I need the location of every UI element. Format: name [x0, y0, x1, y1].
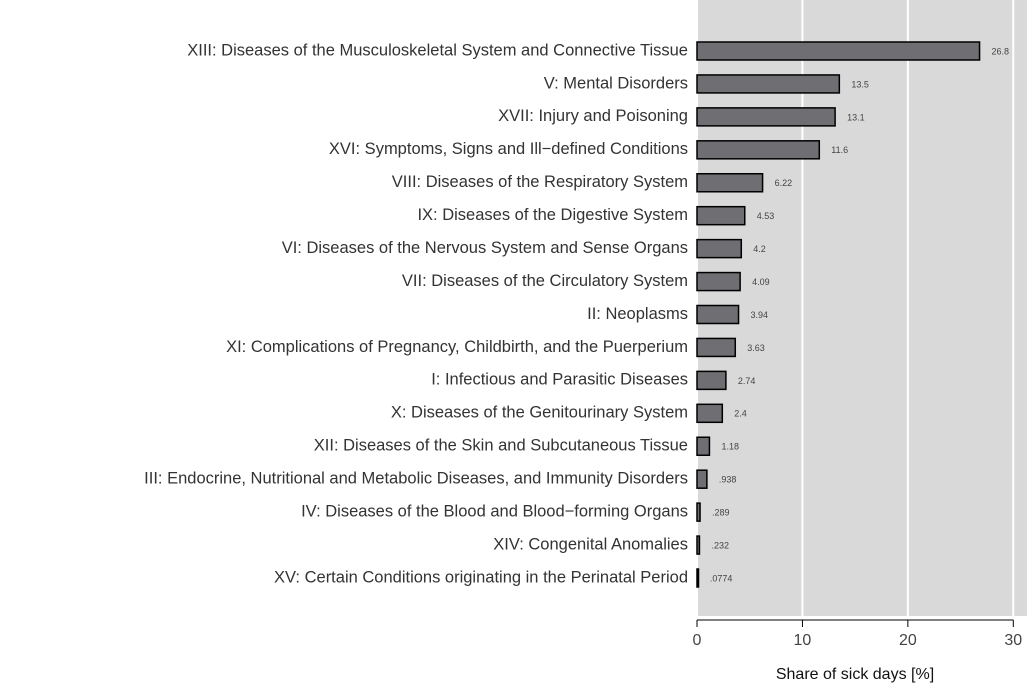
bar [696, 502, 701, 522]
y-tick-label: XVI: Symptoms, Signs and Ill−defined Con… [329, 140, 688, 158]
value-label: 4.53 [757, 211, 775, 221]
value-label: 6.22 [775, 178, 793, 188]
y-tick-label: VII: Diseases of the Circulatory System [402, 272, 688, 290]
bar [696, 403, 724, 424]
value-label: .938 [719, 475, 737, 485]
bar [696, 74, 841, 94]
x-tick-label: 20 [899, 632, 917, 649]
x-tick-label: 10 [794, 632, 812, 649]
y-tick-label: XI: Complications of Pregnancy, Childbir… [226, 338, 688, 356]
value-label: 3.94 [751, 310, 769, 320]
bar [696, 41, 981, 61]
y-tick-label: V: Mental Disorders [544, 74, 688, 92]
value-label: 4.09 [752, 277, 770, 287]
bar [696, 469, 708, 489]
value-label: 4.2 [753, 244, 766, 254]
y-tick-label: XV: Certain Conditions originating in th… [274, 568, 688, 586]
x-axis-title: Share of sick days [%] [776, 666, 934, 683]
bar [696, 205, 746, 226]
value-label: 26.8 [992, 46, 1010, 56]
value-label: .0774 [710, 573, 733, 583]
y-tick-label: XVII: Injury and Poisoning [498, 107, 688, 125]
y-tick-label: X: Diseases of the Genitourinary System [391, 404, 688, 422]
bar [696, 304, 740, 325]
y-tick-label: XII: Diseases of the Skin and Subcutaneo… [314, 437, 688, 455]
value-label: 1.18 [721, 442, 739, 452]
y-tick-label: II: Neoplasms [587, 305, 688, 323]
bar [696, 535, 701, 555]
y-tick-label: IX: Diseases of the Digestive System [417, 206, 688, 224]
value-label: 2.4 [734, 409, 747, 419]
x-tick-label: 0 [693, 632, 702, 649]
bar [696, 238, 743, 259]
y-tick-label: III: Endocrine, Nutritional and Metaboli… [144, 470, 688, 488]
value-label: 13.5 [851, 79, 869, 89]
bar [696, 370, 727, 391]
y-tick-label: I: Infectious and Parasitic Diseases [431, 371, 688, 389]
bar [696, 107, 836, 127]
bar [696, 337, 737, 358]
value-label: 2.74 [738, 376, 756, 386]
value-label: 13.1 [847, 112, 865, 122]
value-label: .289 [712, 508, 730, 518]
value-label: 3.63 [747, 343, 765, 353]
y-tick-label: IV: Diseases of the Blood and Blood−form… [301, 502, 688, 520]
y-tick-label: XIV: Congenital Anomalies [493, 535, 688, 553]
value-label: .232 [711, 540, 729, 550]
y-tick-label: XIII: Diseases of the Musculoskeletal Sy… [187, 41, 688, 59]
y-tick-label: VI: Diseases of the Nervous System and S… [282, 239, 688, 257]
bar [696, 271, 741, 292]
bar [696, 173, 764, 193]
y-tick-label: VIII: Diseases of the Respiratory System [392, 173, 688, 191]
bar [696, 436, 711, 456]
plot-background [697, 0, 1027, 616]
bar [696, 140, 821, 160]
value-label: 11.6 [831, 145, 848, 155]
bar [696, 568, 700, 588]
x-tick-label: 30 [1004, 632, 1022, 649]
